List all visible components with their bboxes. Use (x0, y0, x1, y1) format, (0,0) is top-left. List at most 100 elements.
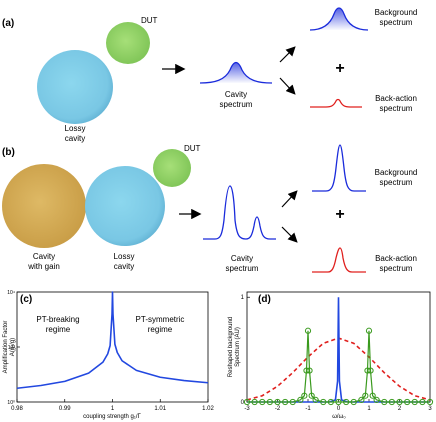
gain-cavity-label-2: with gain (27, 262, 60, 271)
chart-d-marker-point (426, 398, 434, 406)
backaction-spectrum-label-a2: spectrum (380, 104, 413, 113)
chart-d-marker-point (266, 398, 273, 406)
chart-c-xlabel: coupling strength g₁/Γ (83, 414, 141, 420)
chart-d-marker-point (335, 398, 342, 406)
background-spectrum-curve-b (312, 144, 366, 192)
chart-d-marker-point (251, 398, 258, 406)
background-spectrum-label-b2: spectrum (380, 178, 413, 187)
chart-d-xtick-label: -2 (275, 406, 281, 412)
chart-c-annotation-left-2: regime (46, 325, 71, 334)
chart-c-ytick-label: 10⁴ (7, 290, 15, 296)
chart-c-annotation-right-1: PT-symmetric (136, 315, 185, 324)
cavity-spectrum-fill-a (200, 62, 272, 83)
panel-b: (b) DUT Cavity with gain Lossy cavity Ca… (2, 144, 417, 273)
dut-label: DUT (141, 16, 158, 25)
chart-c-xtick-label: 0.98 (11, 406, 23, 412)
backaction-spectrum-label-b2: spectrum (380, 264, 413, 273)
chart-c-annotation-left-1: PT-breaking (36, 315, 79, 324)
cavity-spectrum-curve-a (199, 61, 273, 84)
chart-d-marker-point (243, 398, 251, 406)
chart-d-xtick-label: -3 (244, 406, 250, 412)
arrow-up-b (281, 190, 298, 208)
chart-d-marker-point (381, 398, 388, 406)
arrow-down-b (281, 226, 298, 243)
chart-d-marker-point (358, 396, 365, 403)
chart-c-ytick-label: 10² (8, 345, 16, 351)
chart-d-xtick-label: 3 (428, 406, 432, 412)
chart-d-ytick-label: 0 (241, 400, 245, 406)
background-spectrum-label-a1: Background (375, 8, 418, 17)
chart-d-marker-point (369, 392, 376, 399)
chart-c-series-line (16, 291, 209, 390)
cavity-spectrum-label-a2: spectrum (220, 100, 253, 109)
dut-label-b: DUT (184, 144, 201, 153)
lossy-cavity-circle-b (85, 166, 165, 246)
chart-d-marker-point (308, 392, 315, 399)
chart-d-marker-point (373, 396, 380, 403)
background-spectrum-label-b1: Background (375, 168, 418, 177)
lossy-cavity-circle (37, 50, 113, 124)
chart-d-marker-point (388, 398, 395, 406)
background-spectrum-curve-a (309, 7, 369, 31)
cavity-spectrum-curve-b (203, 185, 276, 240)
cavity-spectrum-label-b2: spectrum (226, 264, 259, 273)
backaction-spectrum-curve-a (310, 98, 362, 108)
chart-d-marker-point (320, 398, 327, 406)
chart-c-panel-label: (c) (20, 294, 32, 305)
chart-d-xtick-label: 0 (337, 406, 341, 412)
cavity-spectrum-label-a1: Cavity (225, 90, 247, 99)
panel-a: (a) DUT Lossy cavity Cavity spectrum Bac… (2, 7, 418, 143)
background-spectrum-fill-a (310, 8, 368, 30)
chart-d-marker-point (301, 392, 308, 399)
chart-d-marker-point (343, 398, 350, 406)
chart-d-xlabel: ω/ω₀ (332, 414, 346, 420)
dut-circle (106, 22, 150, 64)
chart-c-xtick-label: 1 (111, 406, 115, 412)
chart-d-marker-point (396, 398, 403, 406)
background-spectrum-label-a2: spectrum (380, 18, 413, 27)
chart-d-marker-point (365, 327, 373, 334)
chart-amplification-factor: (c) Amplification Factor A(g₁/g) couplin… (3, 290, 214, 420)
lossy-cavity-label-2: cavity (65, 134, 85, 143)
chart-d-ylabel-2: Spectrum (AU) (235, 327, 241, 367)
chart-c-ylabel-2: A(g₁/g) (10, 338, 16, 356)
chart-d-marker-point (297, 396, 304, 403)
dut-circle-b (153, 149, 191, 187)
chart-d-marker-point (303, 367, 310, 374)
chart-d-marker-point (411, 398, 418, 406)
arrow-down-a (279, 77, 296, 95)
chart-d-marker-point (312, 396, 319, 403)
chart-d-series-solid (247, 297, 430, 403)
lossy-cavity-label-b1: Lossy (114, 252, 135, 261)
chart-d-marker-point (327, 398, 334, 406)
chart-d-marker-point (350, 398, 357, 406)
chart-d-xtick-label: 2 (398, 406, 402, 412)
backaction-spectrum-label-b1: Back-action (375, 254, 417, 263)
chart-d-marker-point (274, 398, 281, 406)
chart-d-marker-point (367, 367, 374, 374)
chart-c-ytick-label: 10⁰ (7, 400, 15, 406)
gain-cavity-circle (2, 164, 86, 248)
lossy-cavity-label-b2: cavity (114, 262, 134, 271)
gain-cavity-label-1: Cavity (33, 252, 55, 261)
chart-d-marker-point (304, 327, 312, 334)
plus-sign-a: + (335, 60, 344, 77)
backaction-spectrum-label-a1: Back-action (375, 94, 417, 103)
chart-d-ytick-label: 1 (241, 295, 245, 301)
chart-c-xtick-label: 0.99 (59, 406, 71, 412)
chart-d-xtick-label: -1 (305, 406, 311, 412)
panel-b-label: (b) (2, 147, 15, 158)
chart-d-xtick-label: 1 (367, 406, 371, 412)
arrow-up-a (279, 46, 296, 63)
chart-d-ylabel-1: Reshaped background (228, 317, 234, 377)
plus-sign-b: + (335, 206, 344, 223)
chart-d-marker-point (362, 392, 369, 399)
chart-c-ylabel-1: Amplification Factor (3, 321, 9, 374)
chart-d-marker-point (404, 398, 411, 406)
panel-a-label: (a) (2, 18, 14, 29)
chart-d-marker-point (259, 398, 266, 406)
chart-d-marker-point (419, 398, 426, 406)
backaction-spectrum-curve-b (312, 247, 366, 273)
lossy-cavity-label-1: Lossy (65, 124, 86, 133)
